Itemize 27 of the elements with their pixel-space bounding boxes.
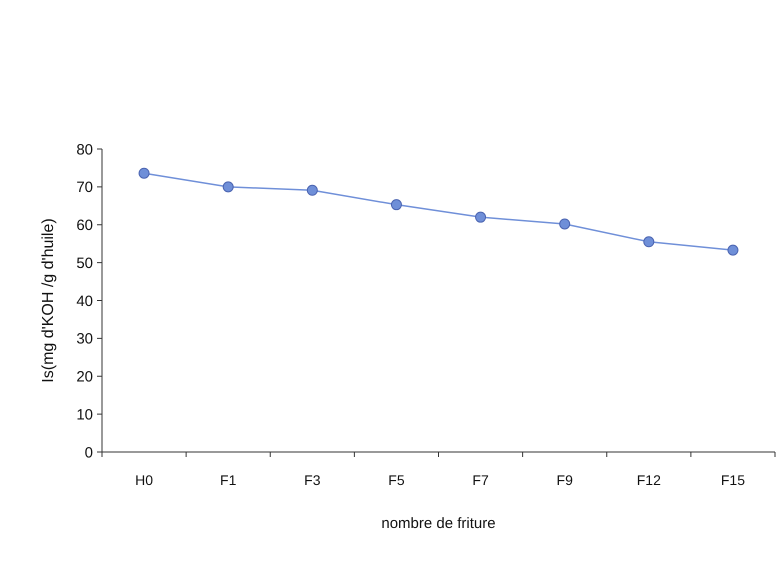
- point: [306, 184, 318, 196]
- x-tick-label: F7: [472, 472, 489, 488]
- y-tick-label: 30: [76, 330, 93, 348]
- y-tick-label: 50: [76, 254, 93, 272]
- x-tick-label: F15: [720, 472, 746, 488]
- y-tick-label: 40: [76, 292, 93, 310]
- y-tick-label: 60: [76, 217, 93, 234]
- y-tick-label: 70: [76, 179, 93, 196]
- x-tick-label: F5: [388, 472, 405, 488]
- point: [727, 244, 738, 256]
- x-tick-label: F9: [556, 472, 574, 488]
- point: [643, 236, 654, 248]
- x-axis-title: nombre de friture: [381, 515, 496, 532]
- y-tick-label: 80: [76, 141, 93, 158]
- point: [222, 181, 234, 192]
- point: [390, 199, 402, 210]
- point: [559, 218, 570, 230]
- y-axis-title: Is(mg d'KOH /g d'huile): [40, 218, 57, 383]
- x-tick-label: F3: [304, 472, 321, 488]
- x-tick-label: F1: [220, 472, 237, 488]
- x-tick-label: F12: [636, 472, 662, 488]
- y-tick-label: 20: [76, 368, 93, 386]
- point: [138, 168, 150, 179]
- x-tick-label: H0: [135, 472, 154, 488]
- y-tick-label: 0: [84, 444, 93, 462]
- point: [475, 212, 486, 223]
- y-tick-label: 10: [76, 406, 93, 424]
